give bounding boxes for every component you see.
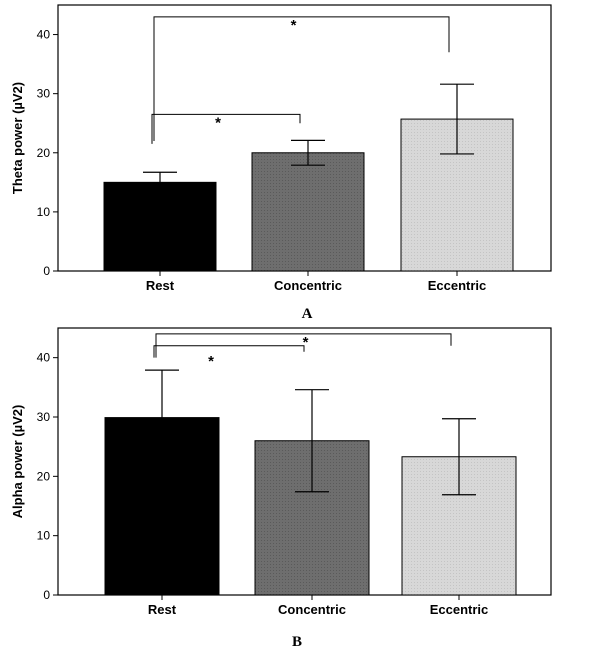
y-tick-label: 20 — [37, 146, 51, 160]
panel-label-a: A — [302, 306, 313, 322]
y-tick-label: 0 — [43, 588, 50, 602]
y-tick-label: 30 — [37, 87, 51, 101]
y-tick-label: 40 — [37, 28, 51, 42]
y-tick-label: 0 — [43, 264, 50, 278]
y-tick-label: 30 — [37, 410, 51, 424]
x-tick-label: Concentric — [274, 278, 342, 293]
panel-b-chart: 0 10 20 30 40 Alpha power (µV2) Rest Concentric… — [10, 327, 552, 617]
y-tick-label: 10 — [37, 205, 51, 219]
y-tick-label: 20 — [37, 469, 51, 483]
significance-marker: * — [291, 17, 297, 34]
y-axis-title: Theta power (µV2) — [10, 82, 25, 194]
y-axis-title: Alpha power (µV2) — [10, 405, 25, 519]
significance-marker: * — [303, 334, 309, 351]
significance-bracket — [151, 113, 301, 144]
significance-marker: * — [215, 114, 221, 131]
significance-bracket — [153, 345, 305, 358]
panel-label-b: B — [292, 634, 302, 650]
panel-a-chart: 0 10 20 30 40 Theta power (µV2) Rest Concentric… — [10, 4, 552, 293]
x-tick-label: Eccentric — [430, 602, 489, 617]
significance-bracket — [153, 16, 450, 141]
significance-marker: * — [208, 353, 214, 370]
x-tick-label: Concentric — [278, 602, 346, 617]
bar-concentric — [251, 152, 365, 272]
significance-bracket — [155, 333, 452, 358]
x-tick-label: Rest — [148, 602, 177, 617]
x-tick-label: Eccentric — [428, 278, 487, 293]
bar-rest — [103, 181, 217, 272]
y-tick-label: 10 — [37, 529, 51, 543]
y-tick-label: 40 — [37, 351, 51, 365]
x-tick-label: Rest — [146, 278, 175, 293]
